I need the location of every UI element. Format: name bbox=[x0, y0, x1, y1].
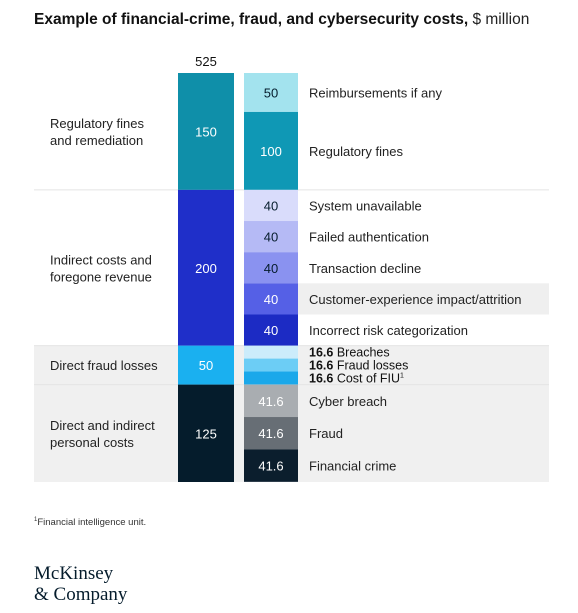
bar-regulatory-fines bbox=[244, 111, 298, 190]
value-direct-fraud-losses: 50 bbox=[199, 358, 213, 373]
group-label-indirect-costs-and-foregone-revenue: foregone revenue bbox=[50, 269, 152, 284]
bar-incorrect-risk-categorization bbox=[244, 314, 298, 346]
item-label-cost-of-fiu: 16.6 Cost of FIU1 bbox=[309, 371, 404, 385]
name-fraud-losses: Fraud losses bbox=[333, 359, 408, 373]
bar-failed-authentication bbox=[244, 221, 298, 253]
value-incorrect-risk-categorization: 40 bbox=[264, 323, 278, 338]
value-cost-of-fiu: 16.6 bbox=[309, 371, 333, 385]
name-breaches: Breaches bbox=[333, 346, 389, 360]
bar-reimbursements-if-any bbox=[244, 73, 298, 112]
bar-customer-experience-impact-attrition bbox=[244, 283, 298, 315]
value-system-unavailable: 40 bbox=[264, 198, 278, 213]
item-label-fraud: Fraud bbox=[309, 426, 343, 441]
bar-regulatory-fines-and-remediation bbox=[178, 73, 234, 190]
value-cyber-breach: 41.6 bbox=[258, 394, 283, 409]
bar-direct-fraud-losses bbox=[178, 345, 234, 385]
bar-transaction-decline bbox=[244, 252, 298, 284]
footnote-mark: 1 bbox=[34, 517, 38, 523]
chart-title-unit: $ million bbox=[472, 11, 530, 28]
value-reimbursements-if-any: 50 bbox=[264, 85, 278, 100]
item-label-fraud-losses: 16.6 Fraud losses bbox=[309, 359, 408, 373]
footnote: 1Financial intelligence unit. bbox=[34, 517, 146, 528]
item-label-incorrect-risk-categorization: Incorrect risk categorization bbox=[309, 323, 468, 338]
value-fraud-losses: 16.6 bbox=[309, 359, 333, 373]
highlight-customer-experience-impact-attrition bbox=[298, 283, 549, 315]
value-regulatory-fines: 100 bbox=[260, 144, 282, 159]
logo-line-1: McKinsey bbox=[34, 563, 114, 584]
value-financial-crime: 41.6 bbox=[258, 459, 283, 474]
bar-cost-of-fiu bbox=[244, 371, 298, 385]
value-customer-experience-impact-attrition: 40 bbox=[264, 292, 278, 307]
group-label-regulatory-fines-and-remediation: and remediation bbox=[50, 133, 143, 148]
value-indirect-costs-and-foregone-revenue: 200 bbox=[195, 261, 217, 276]
name-cost-of-fiu: Cost of FIU bbox=[333, 371, 400, 385]
group-label-indirect-costs-and-foregone-revenue: Indirect costs and bbox=[50, 252, 152, 267]
logo-line-2: & Company bbox=[34, 584, 128, 605]
value-regulatory-fines-and-remediation: 150 bbox=[195, 124, 217, 139]
value-fraud: 41.6 bbox=[258, 426, 283, 441]
value-breaches: 16.6 bbox=[309, 346, 333, 360]
bar-financial-crime bbox=[244, 449, 298, 482]
value-direct-and-indirect-personal-costs: 125 bbox=[195, 426, 217, 441]
item-label-financial-crime: Financial crime bbox=[309, 459, 396, 474]
group-label-regulatory-fines-and-remediation: Regulatory fines bbox=[50, 116, 144, 131]
item-label-reimbursements-if-any: Reimbursements if any bbox=[309, 85, 442, 100]
bar-fraud-losses bbox=[244, 358, 298, 372]
mckinsey-logo: McKinsey & Company bbox=[34, 563, 127, 605]
total-label: 525 bbox=[195, 54, 217, 69]
bar-direct-and-indirect-personal-costs bbox=[178, 384, 234, 482]
item-label-system-unavailable: System unavailable bbox=[309, 198, 422, 213]
item-label-regulatory-fines: Regulatory fines bbox=[309, 144, 403, 159]
value-failed-authentication: 40 bbox=[264, 230, 278, 245]
sup-cost-of-fiu: 1 bbox=[400, 372, 404, 379]
chart-title: Example of financial-crime, fraud, and c… bbox=[34, 11, 529, 29]
item-label-cyber-breach: Cyber breach bbox=[309, 394, 387, 409]
item-label-transaction-decline: Transaction decline bbox=[309, 261, 421, 276]
bar-cyber-breach bbox=[244, 384, 298, 418]
chart-title-text: Example of financial-crime, fraud, and c… bbox=[34, 11, 469, 28]
item-label-customer-experience-impact-attrition: Customer-experience impact/attrition bbox=[309, 292, 521, 307]
bar-fraud bbox=[244, 417, 298, 450]
item-label-failed-authentication: Failed authentication bbox=[309, 230, 429, 245]
footnote-text: Financial intelligence unit. bbox=[37, 517, 147, 529]
bar-indirect-costs-and-foregone-revenue bbox=[178, 189, 234, 346]
group-label-direct-and-indirect-personal-costs: Direct and indirect bbox=[50, 418, 155, 433]
group-label-direct-and-indirect-personal-costs: personal costs bbox=[50, 435, 134, 450]
bar-breaches bbox=[244, 345, 298, 359]
item-label-breaches: 16.6 Breaches bbox=[309, 346, 390, 360]
group-label-direct-fraud-losses: Direct fraud losses bbox=[50, 358, 158, 373]
bar-system-unavailable bbox=[244, 189, 298, 222]
value-transaction-decline: 40 bbox=[264, 261, 278, 276]
